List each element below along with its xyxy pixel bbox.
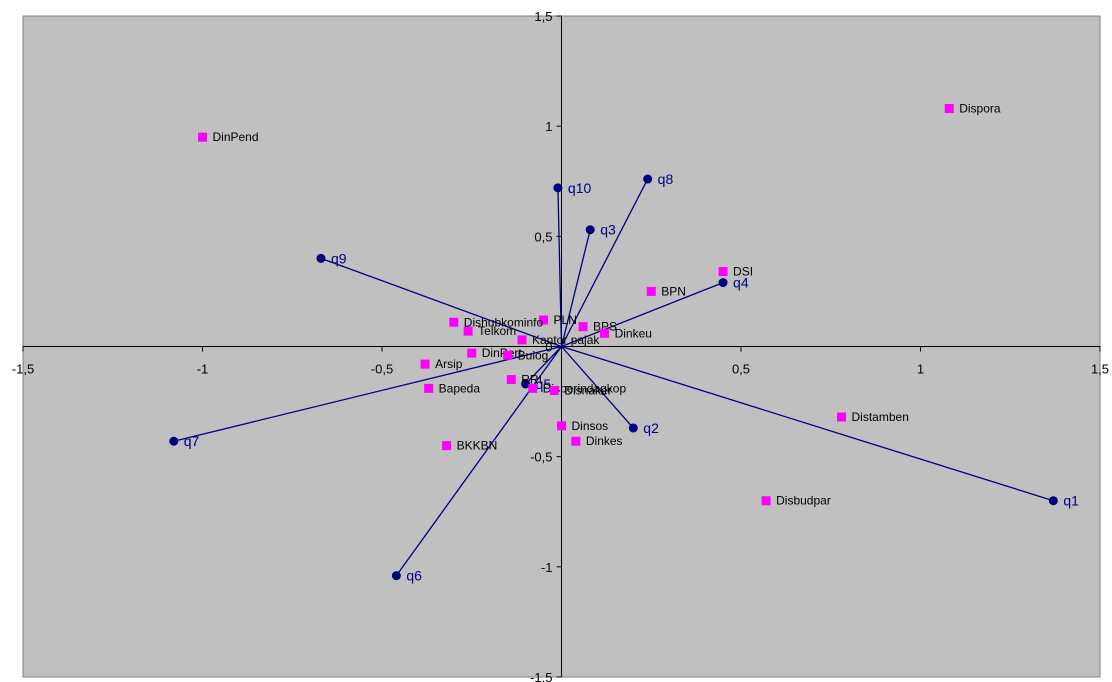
data-point-marker xyxy=(600,328,610,338)
vector-line xyxy=(525,346,562,385)
vector-line xyxy=(561,346,634,429)
vector-point xyxy=(316,253,326,263)
data-point-label: BKKBN xyxy=(457,439,498,453)
data-point-label: Dinsos xyxy=(572,419,609,433)
x-tick-label: 0,5 xyxy=(732,362,750,377)
vector-label: q7 xyxy=(184,433,200,449)
data-point-marker xyxy=(449,317,459,327)
y-tick-label: 0,5 xyxy=(534,229,552,244)
vector-point xyxy=(553,183,563,193)
vector-line xyxy=(560,229,591,347)
data-point-marker xyxy=(420,359,430,369)
data-point-label: Dishubkominfo xyxy=(464,315,544,329)
data-point-marker xyxy=(463,326,473,336)
vector-point xyxy=(169,436,179,446)
x-tick-label: -1,5 xyxy=(12,362,34,377)
y-tick-label: -0,5 xyxy=(530,450,552,465)
vector-point xyxy=(643,174,653,184)
data-point-marker xyxy=(528,383,538,393)
vector-label: q4 xyxy=(733,275,749,291)
vector-point xyxy=(585,225,595,235)
data-point-marker xyxy=(549,386,559,396)
data-point-label: PLN xyxy=(554,313,577,327)
x-tick-label: -1 xyxy=(197,362,209,377)
vector-line xyxy=(560,178,649,347)
data-point-marker xyxy=(578,322,588,332)
vector-point xyxy=(718,278,728,288)
data-point-label: Disbudpar xyxy=(776,494,831,508)
x-tick-label: -0,5 xyxy=(371,362,393,377)
data-point-marker xyxy=(467,348,477,358)
vector-line xyxy=(561,345,1054,502)
data-point-marker xyxy=(761,496,771,506)
vector-label: q6 xyxy=(406,568,422,584)
data-point-label: DinPert xyxy=(482,346,523,360)
vector-line xyxy=(173,345,562,442)
vector-point xyxy=(521,379,531,389)
data-point-marker xyxy=(557,421,566,431)
data-point-label: Disperindagkop xyxy=(543,381,627,395)
data-point-marker xyxy=(646,286,656,296)
data-point-label: Disnaker xyxy=(564,384,611,398)
vector-label: q5 xyxy=(536,376,552,392)
data-point-marker xyxy=(837,412,847,422)
vector-label: q8 xyxy=(658,171,674,187)
x-tick-label: 1,5 xyxy=(1091,362,1109,377)
y-tick-label: 1 xyxy=(545,119,552,134)
data-point-label: Distamben xyxy=(852,410,909,424)
data-point-label: Bulog xyxy=(518,348,549,362)
vector-line xyxy=(561,281,724,348)
data-point-label: Kantor pajak xyxy=(532,333,600,347)
y-tick-label: -1,5 xyxy=(530,670,552,682)
y-tick-label: 1,5 xyxy=(534,9,552,24)
vector-point xyxy=(1048,496,1058,506)
data-point-label: BPN xyxy=(661,284,686,298)
data-point-label: Bapeda xyxy=(439,381,481,395)
data-point-label: Telkom xyxy=(478,324,516,338)
y-tick-label: -1 xyxy=(541,560,553,575)
vector-line xyxy=(320,257,562,348)
data-point-marker xyxy=(424,383,434,393)
data-point-label: DSI xyxy=(733,265,753,279)
vector-point xyxy=(391,571,401,581)
vector-point xyxy=(628,423,638,433)
vector-line xyxy=(557,187,563,347)
data-point-label: BPS xyxy=(593,320,617,334)
data-point-label: Dinkes xyxy=(586,434,623,448)
vector-label: q3 xyxy=(600,222,616,238)
data-point-marker xyxy=(517,335,527,345)
data-point-marker xyxy=(442,441,452,451)
vector-label: q10 xyxy=(568,180,592,196)
y-tick-label: 0 xyxy=(545,340,552,355)
data-point-marker xyxy=(571,436,581,446)
vector-label: q1 xyxy=(1063,493,1079,509)
data-point-label: Dinkeu xyxy=(615,326,652,340)
x-tick-label: 1 xyxy=(917,362,924,377)
data-point-marker xyxy=(506,375,516,385)
vector-label: q2 xyxy=(643,420,659,436)
data-point-label: Dispora xyxy=(959,102,1001,116)
data-point-marker xyxy=(718,267,728,277)
vector-layer: q1 q2 q3 q4 q5 q6 q7 q8 q9 q10 xyxy=(169,171,1079,584)
data-point-label: DinPend xyxy=(213,130,259,144)
data-point-label: RRI xyxy=(521,373,542,387)
data-point-marker xyxy=(944,104,954,114)
vector-label: q9 xyxy=(331,250,347,266)
data-point-label: Arsip xyxy=(435,357,463,371)
axes: -1,5 -1 -0,5 0,5 1 1,5 -1,5 -1 -0,5 0 0,5 1 1,5 xyxy=(12,9,1109,682)
data-point-marker xyxy=(539,315,549,325)
data-point-marker xyxy=(198,132,207,142)
data-point-marker xyxy=(503,350,513,360)
